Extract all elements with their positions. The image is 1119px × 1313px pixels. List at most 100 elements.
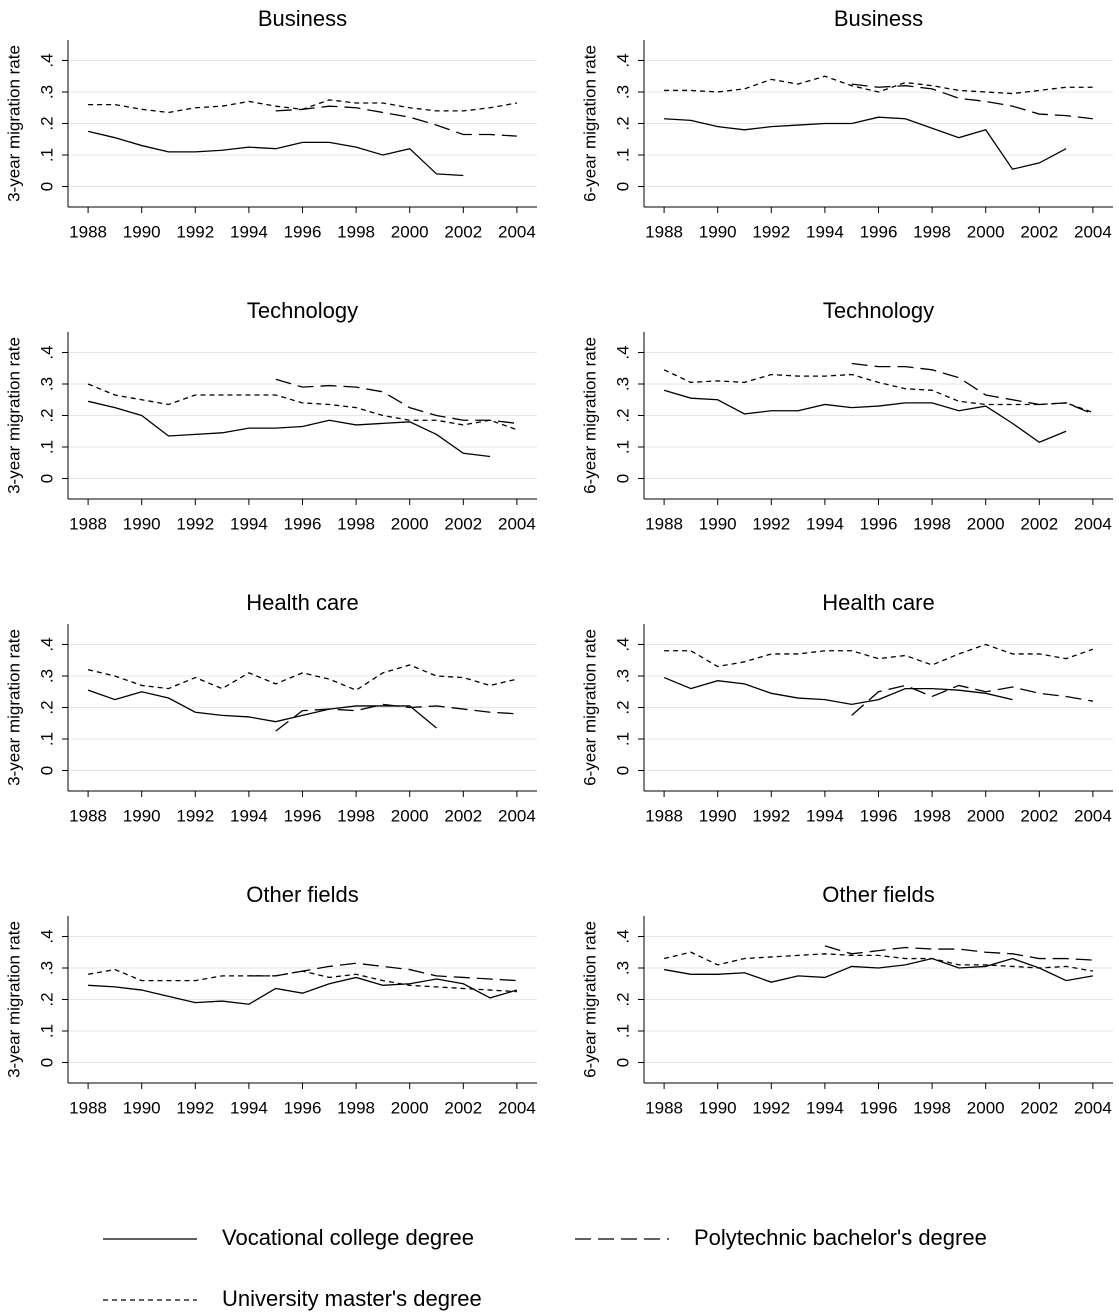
y-tick-label: .4 (37, 637, 56, 651)
x-tick-label: 2002 (1020, 806, 1058, 825)
x-tick-label: 1994 (806, 514, 844, 533)
series-line (87, 664, 518, 691)
series-line (88, 976, 518, 1005)
x-tick-label: 2000 (391, 806, 429, 825)
x-tick-label: 1994 (230, 514, 268, 533)
chart-title: Other fields (822, 882, 935, 907)
y-tick-label: .1 (37, 1024, 56, 1038)
x-tick-label: 1988 (645, 806, 683, 825)
y-tick-label: 0 (613, 474, 632, 483)
x-tick-label: 2002 (1020, 1098, 1058, 1117)
x-tick-label: 1992 (752, 222, 790, 241)
y-axis-label: 3-year migration rate (4, 45, 23, 202)
x-tick-label: 1998 (913, 222, 951, 241)
x-tick-label: 1998 (337, 514, 375, 533)
x-tick-label: 2004 (498, 806, 536, 825)
y-tick-label: .3 (613, 669, 632, 683)
x-tick-label: 2000 (967, 806, 1005, 825)
y-tick-label: .4 (613, 929, 632, 943)
y-tick-label: 0 (613, 1058, 632, 1067)
y-tick-label: .4 (37, 53, 56, 67)
x-tick-label: 2002 (1020, 222, 1058, 241)
y-tick-label: .2 (37, 116, 56, 130)
x-tick-label: 1994 (230, 806, 268, 825)
y-axis-label: 3-year migration rate (4, 337, 23, 494)
x-tick-label: 1988 (69, 222, 107, 241)
y-tick-label: 0 (37, 182, 56, 191)
y-tick-label: 0 (37, 766, 56, 775)
x-tick-label: 1996 (860, 222, 898, 241)
y-tick-label: .2 (37, 992, 56, 1006)
series-line (275, 105, 517, 137)
y-tick-label: .2 (37, 408, 56, 422)
legend-label: University master's degree (222, 1286, 482, 1311)
y-tick-label: .1 (613, 148, 632, 162)
x-tick-label: 1996 (284, 222, 322, 241)
x-tick-label: 1988 (645, 222, 683, 241)
series-line (664, 116, 1067, 170)
x-tick-label: 2002 (444, 1098, 482, 1117)
x-tick-label: 2000 (391, 1098, 429, 1117)
y-tick-label: .2 (37, 700, 56, 714)
y-axis-label: 6-year migration rate (580, 921, 599, 1078)
x-tick-label: 2000 (967, 222, 1005, 241)
x-tick-label: 1992 (752, 1098, 790, 1117)
x-tick-label: 2000 (391, 514, 429, 533)
series-line (664, 75, 1093, 95)
series-line (88, 99, 518, 114)
x-tick-label: 1992 (176, 222, 214, 241)
y-tick-label: .1 (613, 732, 632, 746)
legend-label: Vocational college degree (222, 1225, 474, 1250)
x-tick-label: 2002 (444, 806, 482, 825)
series-line (275, 703, 517, 732)
chart-title: Health care (246, 590, 359, 615)
x-tick-label: 1988 (69, 514, 107, 533)
chart-title: Business (258, 6, 347, 31)
x-tick-label: 1990 (123, 1098, 161, 1117)
x-tick-label: 1990 (123, 514, 161, 533)
series-line (87, 400, 491, 458)
y-tick-label: .3 (37, 961, 56, 975)
y-tick-label: 0 (37, 1058, 56, 1067)
x-tick-label: 2004 (1074, 806, 1112, 825)
series-line (664, 643, 1094, 668)
y-tick-label: .2 (613, 992, 632, 1006)
x-tick-label: 1998 (913, 1098, 951, 1117)
y-tick-label: .3 (37, 377, 56, 391)
x-tick-label: 1996 (860, 806, 898, 825)
series-line (87, 130, 464, 177)
y-tick-label: 0 (613, 766, 632, 775)
x-tick-label: 1998 (337, 1098, 375, 1117)
series-line (663, 957, 1094, 983)
x-tick-label: 2000 (967, 514, 1005, 533)
y-tick-label: .4 (613, 53, 632, 67)
y-tick-label: .2 (613, 116, 632, 130)
x-tick-label: 1992 (176, 806, 214, 825)
x-tick-label: 1996 (284, 1098, 322, 1117)
series-line (663, 951, 1094, 972)
y-axis-label: 6-year migration rate (580, 45, 599, 202)
y-tick-label: 0 (613, 182, 632, 191)
x-tick-label: 1994 (806, 1098, 844, 1117)
x-tick-label: 1998 (337, 806, 375, 825)
chart-title: Health care (822, 590, 935, 615)
x-tick-label: 1990 (699, 1098, 737, 1117)
x-tick-label: 1988 (69, 1098, 107, 1117)
y-tick-label: .1 (613, 1024, 632, 1038)
y-tick-label: .4 (613, 345, 632, 359)
x-tick-label: 1992 (752, 514, 790, 533)
x-tick-label: 2004 (498, 222, 536, 241)
y-tick-label: .1 (37, 732, 56, 746)
x-tick-label: 1992 (176, 514, 214, 533)
x-tick-label: 1994 (230, 222, 268, 241)
x-tick-label: 1992 (752, 806, 790, 825)
x-tick-label: 1988 (69, 806, 107, 825)
chart-title: Technology (247, 298, 358, 323)
y-axis-label: 3-year migration rate (4, 921, 23, 1078)
x-tick-label: 1990 (123, 222, 161, 241)
y-tick-label: .2 (613, 408, 632, 422)
x-tick-label: 1990 (123, 806, 161, 825)
x-tick-label: 2002 (444, 514, 482, 533)
x-tick-label: 1994 (806, 222, 844, 241)
